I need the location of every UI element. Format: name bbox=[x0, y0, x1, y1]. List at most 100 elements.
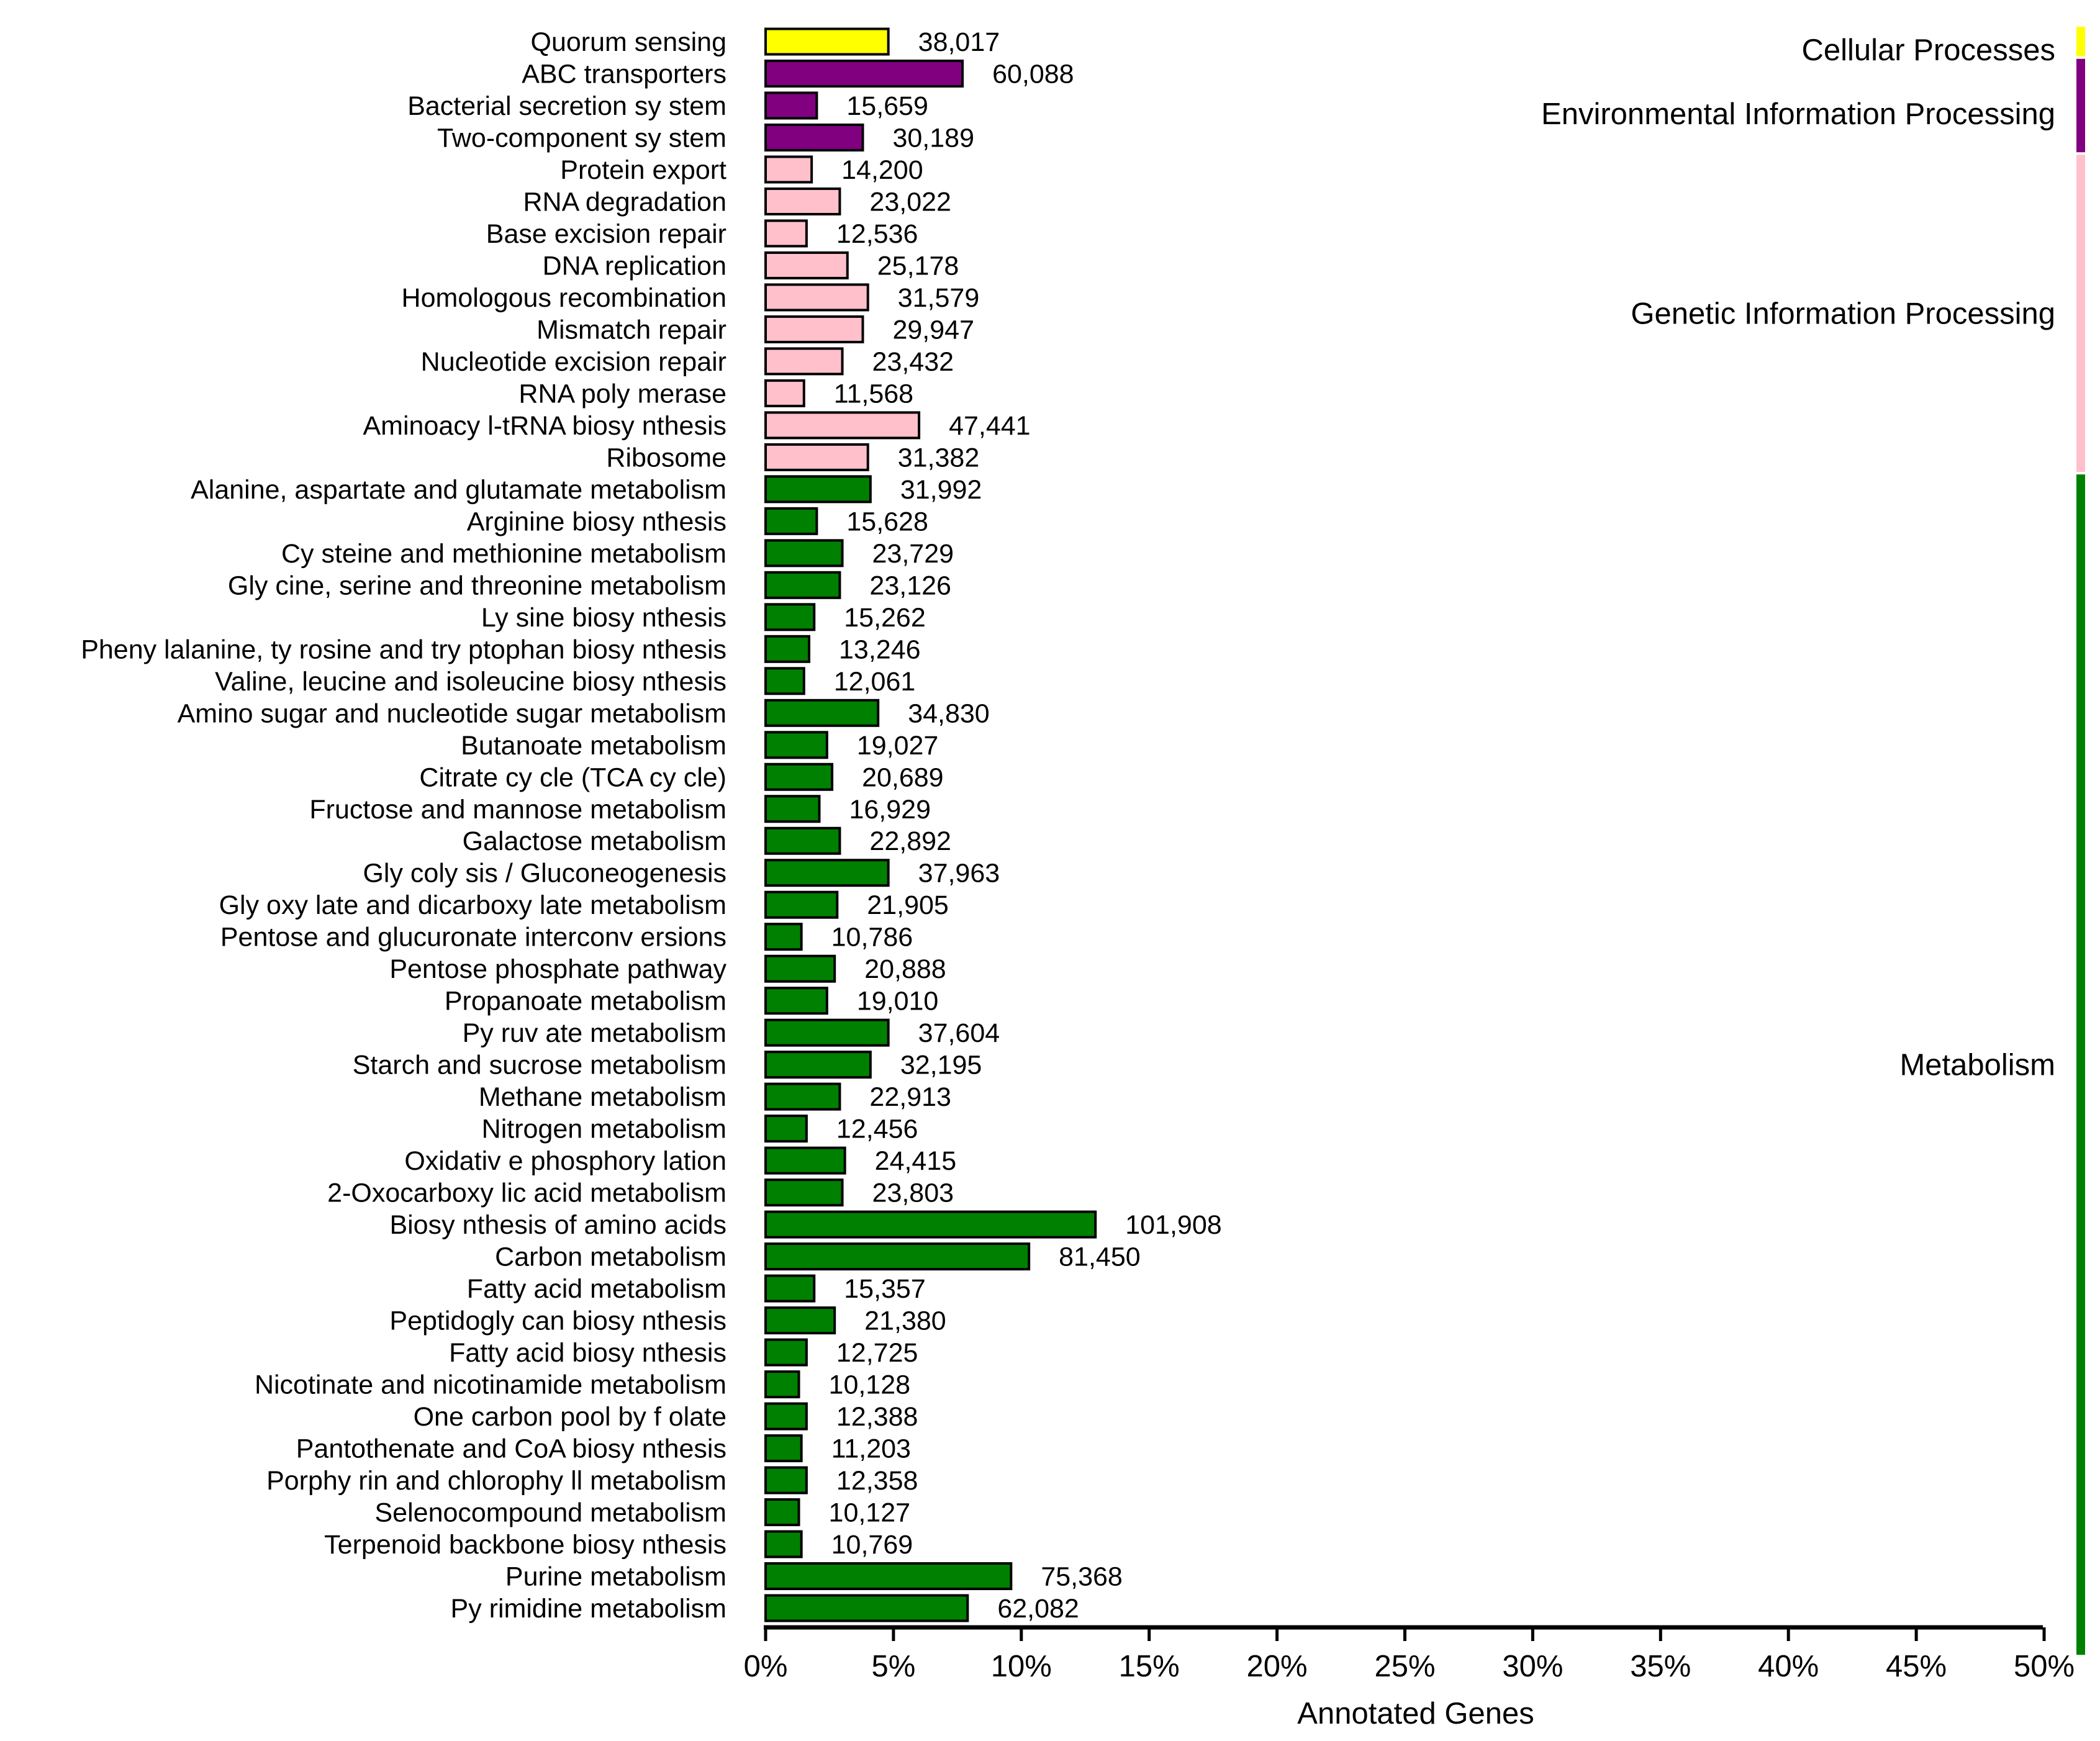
category-label: Base excision repair bbox=[486, 219, 726, 249]
bar bbox=[764, 603, 816, 631]
value-label: 13,246 bbox=[839, 635, 921, 664]
category-label: Gly oxy late and dicarboxy late metaboli… bbox=[219, 890, 726, 920]
value-label: 20,689 bbox=[862, 762, 944, 792]
x-tick-label: 20% bbox=[1247, 1650, 1308, 1683]
category-label: Two-component sy stem bbox=[437, 123, 726, 153]
bar bbox=[764, 475, 872, 504]
category-label: Protein export bbox=[560, 155, 726, 185]
value-label: 47,441 bbox=[949, 411, 1031, 441]
bar bbox=[764, 954, 836, 983]
bar bbox=[764, 1115, 808, 1143]
value-label: 24,415 bbox=[875, 1146, 957, 1176]
bar bbox=[764, 1562, 1013, 1591]
bar bbox=[764, 1051, 872, 1079]
group-bar bbox=[2076, 474, 2085, 1655]
bar bbox=[764, 571, 841, 599]
group-legend: Cellular Processes Environmental Informat… bbox=[1541, 27, 2085, 1655]
value-label: 60,088 bbox=[992, 59, 1074, 89]
category-label: Porphy rin and chlorophy ll metabolism bbox=[266, 1466, 726, 1496]
bar bbox=[764, 795, 821, 823]
bar bbox=[764, 379, 805, 407]
bar bbox=[764, 347, 844, 376]
category-label: Alanine, aspartate and glutamate metabol… bbox=[191, 475, 726, 505]
category-label: Pantothenate and CoA biosy nthesis bbox=[296, 1434, 726, 1464]
category-label: Aminoacy l-tRNA biosy nthesis bbox=[363, 411, 727, 441]
category-label: Peptidogly can biosy nthesis bbox=[389, 1306, 726, 1336]
bar bbox=[764, 283, 869, 312]
group-label: Metabolism bbox=[1899, 1049, 2055, 1082]
category-label: Ly sine biosy nthesis bbox=[481, 603, 726, 633]
category-label: Butanoate metabolism bbox=[461, 731, 726, 761]
category-label: Biosy nthesis of amino acids bbox=[389, 1210, 726, 1240]
bar bbox=[764, 859, 890, 887]
value-label: 12,725 bbox=[836, 1338, 918, 1368]
value-label: 10,786 bbox=[831, 923, 913, 952]
category-label: Oxidativ e phosphory lation bbox=[404, 1146, 726, 1176]
bar bbox=[764, 1178, 844, 1207]
value-label: 15,262 bbox=[844, 603, 926, 633]
bar bbox=[764, 27, 890, 56]
category-label: Valine, leucine and isoleucine biosy nth… bbox=[215, 667, 726, 697]
value-label: 38,017 bbox=[918, 27, 1000, 57]
category-label: Mismatch repair bbox=[536, 315, 726, 345]
category-label: Quorum sensing bbox=[531, 27, 727, 57]
category-label: Cy steine and methionine metabolism bbox=[281, 539, 726, 569]
category-label: RNA poly merase bbox=[518, 379, 726, 409]
value-label: 11,203 bbox=[831, 1434, 911, 1464]
category-label: Amino sugar and nucleotide sugar metabol… bbox=[178, 699, 726, 728]
category-label: Carbon metabolism bbox=[495, 1242, 726, 1272]
bar bbox=[764, 890, 839, 919]
bar bbox=[764, 1530, 803, 1558]
bar bbox=[764, 187, 841, 215]
category-label: Nicotinate and nicotinamide metabolism bbox=[255, 1370, 726, 1400]
x-tick-label: 0% bbox=[744, 1650, 788, 1683]
x-tick-label: 35% bbox=[1630, 1650, 1691, 1683]
bar bbox=[764, 123, 864, 151]
bar bbox=[764, 1018, 890, 1047]
category-label: Ribosome bbox=[606, 443, 726, 473]
category-label: Methane metabolism bbox=[479, 1082, 726, 1112]
value-label: 15,628 bbox=[846, 507, 928, 536]
category-label: Purine metabolism bbox=[505, 1562, 726, 1592]
bar bbox=[764, 1594, 969, 1622]
bar bbox=[764, 826, 841, 855]
category-label: Arginine biosy nthesis bbox=[467, 507, 726, 536]
value-label: 62,082 bbox=[997, 1594, 1079, 1624]
x-tick-label: 15% bbox=[1119, 1650, 1180, 1683]
value-label: 37,604 bbox=[918, 1018, 1000, 1048]
bar bbox=[764, 762, 834, 791]
category-label: Fatty acid metabolism bbox=[467, 1274, 726, 1304]
bar bbox=[764, 1210, 1097, 1239]
x-tick-label: 25% bbox=[1374, 1650, 1435, 1683]
value-label: 29,947 bbox=[892, 315, 974, 345]
bar bbox=[764, 59, 964, 88]
value-label: 37,963 bbox=[918, 859, 1000, 889]
group-label: Environmental Information Processing bbox=[1541, 97, 2055, 131]
category-label: Galactose metabolism bbox=[463, 826, 726, 856]
category-label: Gly cine, serine and threonine metabolis… bbox=[228, 571, 726, 600]
value-label: 10,127 bbox=[829, 1498, 911, 1528]
bar bbox=[764, 1242, 1031, 1271]
category-label: Fructose and mannose metabolism bbox=[309, 795, 726, 825]
bar bbox=[764, 699, 880, 727]
value-label: 19,010 bbox=[857, 987, 939, 1016]
category-label: DNA replication bbox=[543, 251, 726, 281]
value-label: 12,456 bbox=[836, 1115, 918, 1144]
bar bbox=[764, 91, 818, 120]
x-axis-title: Annotated Genes bbox=[1297, 1697, 1534, 1730]
group-bar bbox=[2076, 27, 2085, 57]
bar bbox=[764, 1274, 816, 1303]
value-label: 19,027 bbox=[857, 731, 939, 761]
value-label: 15,659 bbox=[846, 91, 928, 121]
category-label: Propanoate metabolism bbox=[445, 987, 726, 1016]
value-label: 34,830 bbox=[908, 699, 990, 728]
value-label: 21,380 bbox=[864, 1306, 946, 1336]
x-tick-label: 10% bbox=[991, 1650, 1052, 1683]
x-axis-ticks: 0% 5% 10% 15% 20% 25% 30% 35% 40% 45% 50% bbox=[744, 1627, 2075, 1683]
value-label: 10,769 bbox=[831, 1530, 913, 1560]
category-label: Citrate cy cle (TCA cy cle) bbox=[419, 762, 726, 792]
bar bbox=[764, 155, 813, 184]
